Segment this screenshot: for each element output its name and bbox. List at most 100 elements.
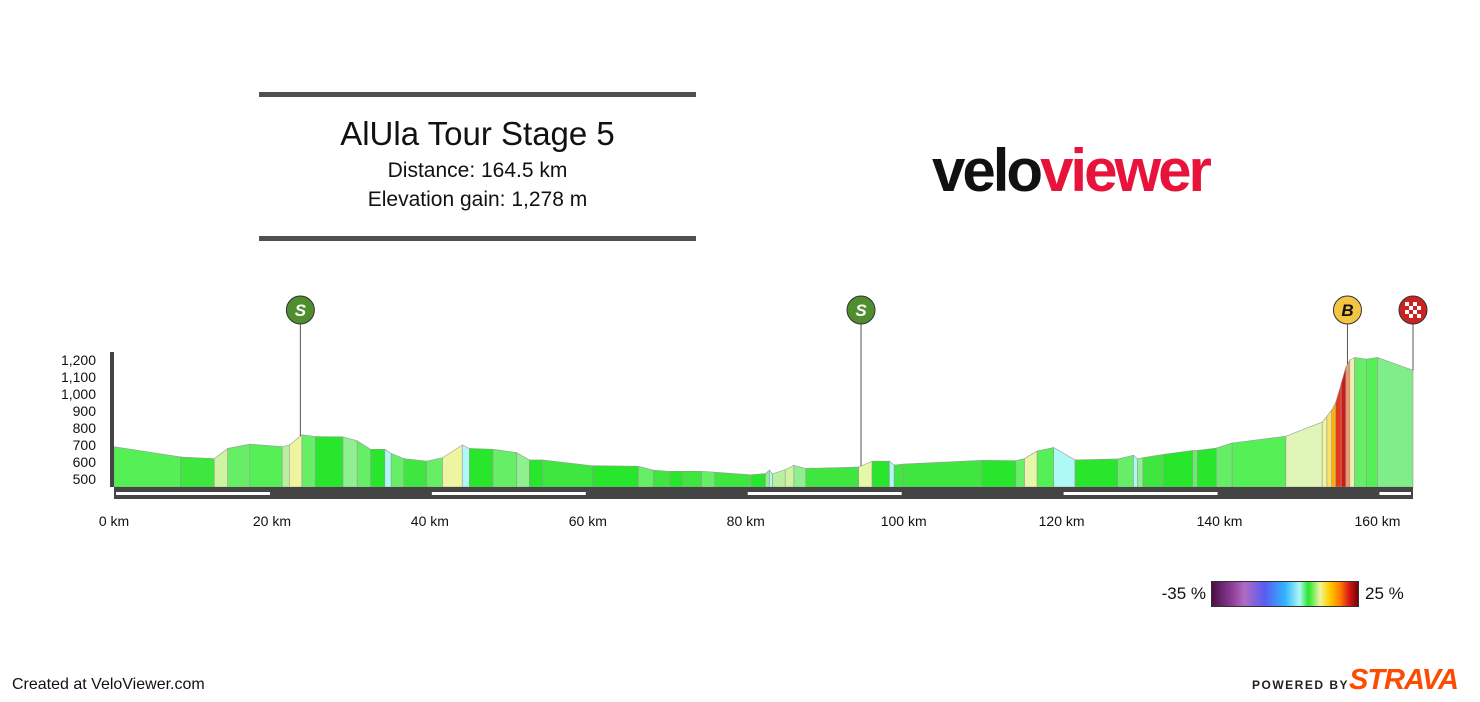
profile-segment-1: [180, 456, 215, 488]
x-tick-label: 20 km: [253, 513, 291, 529]
y-tick-label: 800: [73, 420, 97, 436]
y-tick-label: 1,000: [61, 386, 96, 402]
profile-segment-59: [1326, 409, 1332, 488]
y-axis-line: [110, 352, 114, 487]
profile-segment-55: [1216, 442, 1233, 488]
profile-segment-27: [682, 471, 702, 488]
created-at-credit[interactable]: Created at VeloViewer.com: [12, 676, 205, 693]
x-tick-label: 40 km: [411, 513, 449, 529]
profile-segment-33: [772, 469, 786, 488]
marker-label: S: [295, 301, 307, 320]
title-box: AlUla Tour Stage 5 Distance: 164.5 km El…: [259, 92, 696, 244]
marker-S-icon: [285, 295, 315, 325]
profile-segment-13: [390, 453, 405, 488]
x-tick-label: 0 km: [99, 513, 129, 529]
profile-segment-4: [249, 443, 283, 488]
checker-cell: [1405, 302, 1409, 306]
checker-cell: [1417, 306, 1421, 310]
gradient-legend-max: 25 %: [1365, 584, 1404, 603]
profile-segment-41: [903, 459, 983, 488]
y-tick-label: 500: [73, 471, 97, 487]
profile-segment-20: [516, 452, 530, 488]
profile-segment-42: [981, 459, 1017, 488]
distance-bar-stripe: [116, 492, 270, 495]
profile-segment-40: [893, 463, 904, 488]
x-tick-label: 80 km: [727, 513, 765, 529]
profile-segment-52: [1163, 450, 1193, 488]
profile-segment-38: [871, 460, 890, 488]
profile-segment-3: [227, 443, 251, 488]
profile-segment-11: [370, 448, 386, 488]
profile-segment-34: [784, 464, 795, 488]
profile-segment-64: [1349, 356, 1355, 488]
checker-cell: [1413, 310, 1417, 314]
profile-segment-9: [342, 436, 358, 488]
x-tick-label: 140 km: [1197, 513, 1243, 529]
profile-segment-12: [384, 448, 392, 488]
profile-segment-35: [793, 465, 807, 488]
distance-stat: Distance: 164.5 km: [387, 159, 568, 182]
profile-segment-57: [1285, 421, 1323, 488]
profile-segment-17: [461, 444, 470, 488]
x-tick-label: 60 km: [569, 513, 607, 529]
marker-B-icon: [1332, 295, 1362, 325]
x-tick-label: 120 km: [1039, 513, 1085, 529]
profile-segment-19: [492, 448, 518, 488]
profile-segment-16: [442, 444, 463, 488]
profile-segment-21: [529, 459, 544, 488]
strava-logo[interactable]: STRAVA: [1349, 664, 1459, 696]
gradient-legend-bar: [1211, 581, 1359, 607]
profile-segment-44: [1024, 450, 1038, 488]
profile-segment-53: [1192, 450, 1198, 488]
logo-part-viewer: viewer: [1040, 137, 1212, 204]
profile-segment-43: [1015, 458, 1025, 488]
profile-segment-30: [750, 473, 766, 488]
profile-segment-46: [1053, 447, 1076, 488]
distance-bar-stripe: [1379, 492, 1411, 495]
profile-segment-39: [889, 460, 895, 488]
profile-segment-62: [1340, 366, 1347, 488]
title-rule-bottom: [259, 236, 696, 241]
profile-segment-67: [1377, 357, 1414, 488]
checker-cell: [1413, 302, 1417, 306]
profile-segment-7: [301, 434, 316, 488]
profile-segment-56: [1231, 435, 1287, 488]
profile-segment-25: [653, 469, 671, 488]
profile-segment-45: [1036, 447, 1055, 488]
profile-segment-23: [592, 465, 639, 488]
profile-segment-63: [1345, 358, 1351, 488]
profile-segment-10: [356, 440, 371, 488]
profile-segment-36: [805, 466, 859, 488]
distance-bar-stripe: [431, 492, 586, 495]
y-tick-label: 1,200: [61, 352, 96, 368]
profile-segment-65: [1354, 357, 1367, 488]
gradient-legend-min: -35 %: [1161, 584, 1206, 603]
marker-label: S: [855, 301, 867, 320]
profile-segment-49: [1133, 454, 1138, 488]
y-tick-label: 600: [73, 454, 97, 470]
profile-segment-26: [669, 471, 683, 488]
y-tick-label: 1,100: [61, 369, 96, 385]
profile-segment-5: [281, 444, 290, 488]
x-tick-label: 160 km: [1355, 513, 1401, 529]
distance-bar-stripe: [747, 492, 902, 495]
profile-segment-24: [638, 465, 654, 488]
profile-segment-51: [1142, 453, 1164, 488]
profile-segment-15: [426, 457, 443, 488]
powered-by-label: POWERED BY: [1252, 678, 1350, 692]
profile-segment-8: [315, 436, 344, 488]
profile-segment-6: [289, 434, 303, 488]
y-tick-label: 900: [73, 403, 97, 419]
profile-segment-14: [403, 458, 428, 488]
profile-segment-29: [714, 471, 752, 488]
checker-cell: [1417, 314, 1421, 318]
profile-segment-32: [769, 469, 773, 488]
y-tick-label: 700: [73, 437, 97, 453]
profile-segment-54: [1197, 447, 1217, 488]
profile-segment-50: [1137, 457, 1144, 488]
profile-segment-66: [1366, 357, 1378, 488]
x-tick-label: 100 km: [881, 513, 927, 529]
profile-segment-58: [1321, 415, 1328, 488]
marker-label: B: [1341, 301, 1353, 320]
